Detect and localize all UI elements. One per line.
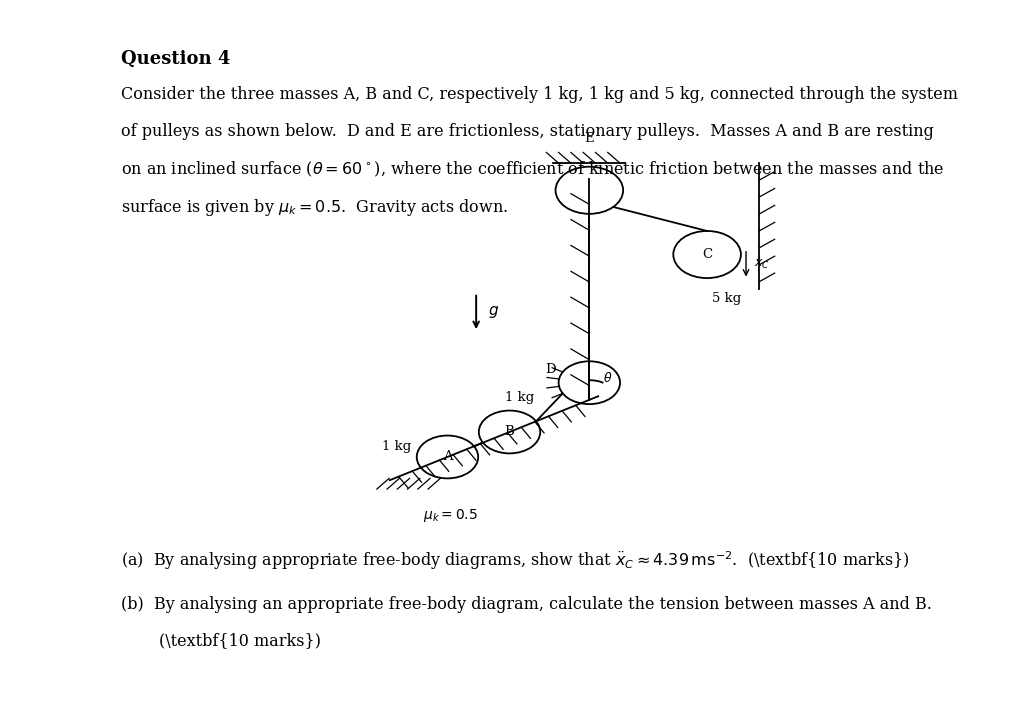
Text: $\theta$: $\theta$: [603, 371, 612, 386]
Text: C: C: [702, 248, 712, 261]
Text: $g$: $g$: [488, 304, 500, 321]
Text: Consider the three masses A, B and C, respectively 1 kg, 1 kg and 5 kg, connecte: Consider the three masses A, B and C, re…: [121, 86, 957, 103]
Text: $x_C$: $x_C$: [755, 258, 770, 271]
Text: A: A: [442, 451, 453, 463]
Text: E: E: [585, 132, 594, 146]
Text: (b)  By analysing an appropriate free-body diagram, calculate the tension betwee: (b) By analysing an appropriate free-bod…: [121, 596, 932, 613]
Text: (a)  By analysing appropriate free-body diagrams, show that $\ddot{x}_C \approx : (a) By analysing appropriate free-body d…: [121, 550, 909, 573]
Text: 1 kg: 1 kg: [382, 440, 411, 453]
Text: 5 kg: 5 kg: [713, 293, 741, 306]
Text: surface is given by $\mu_k = 0.5$.  Gravity acts down.: surface is given by $\mu_k = 0.5$. Gravi…: [121, 197, 508, 218]
Text: $\mu_k = 0.5$: $\mu_k = 0.5$: [423, 507, 478, 524]
Text: D: D: [545, 363, 556, 376]
Text: 1 kg: 1 kg: [505, 391, 535, 404]
Text: B: B: [505, 426, 514, 438]
Text: Question 4: Question 4: [121, 50, 230, 68]
Text: (\textbf{10 marks}): (\textbf{10 marks}): [159, 632, 321, 649]
Text: on an inclined surface ($\theta = 60^\circ$), where the coefficient of kinetic f: on an inclined surface ($\theta = 60^\ci…: [121, 160, 944, 179]
Text: of pulleys as shown below.  D and E are frictionless, stationary pulleys.  Masse: of pulleys as shown below. D and E are f…: [121, 123, 934, 140]
